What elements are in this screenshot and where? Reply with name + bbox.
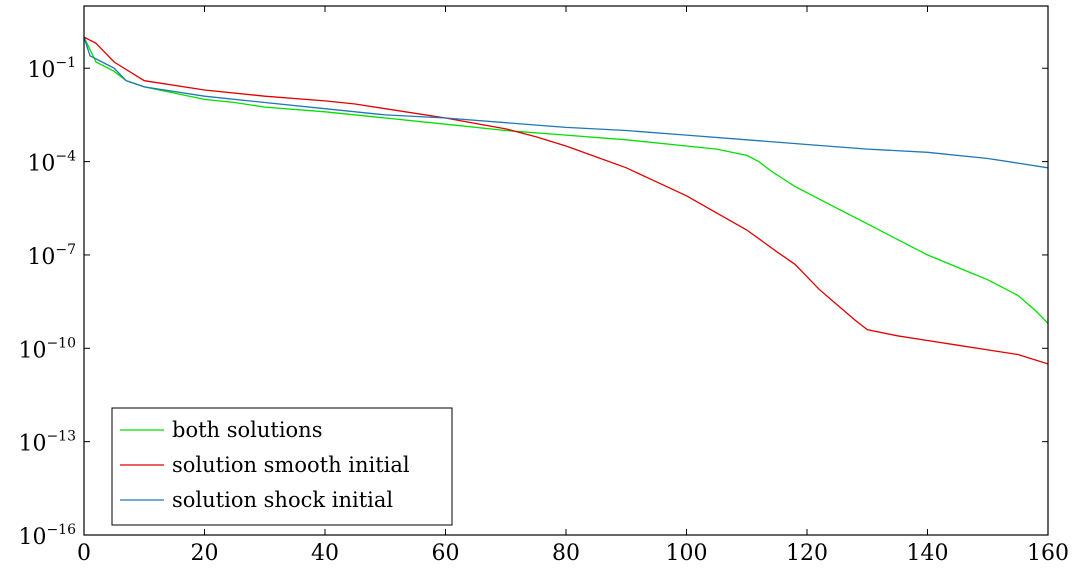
y-tick-label: 10−16 xyxy=(18,522,76,550)
series-line-2 xyxy=(84,36,1048,365)
legend-label: both solutions xyxy=(172,418,323,442)
legend-box xyxy=(111,407,453,526)
x-tick-label: 60 xyxy=(432,541,460,566)
x-tick-label: 160 xyxy=(1027,541,1069,566)
y-tick-label: 10−1 xyxy=(27,55,76,83)
y-tick-label: 10−7 xyxy=(27,242,76,270)
series-line-1 xyxy=(84,36,1048,324)
x-tick-label: 40 xyxy=(311,541,339,566)
x-tick-label: 140 xyxy=(907,541,949,566)
series-layer xyxy=(84,36,1048,365)
series-line-3 xyxy=(84,36,1048,169)
y-tick-label: 10−4 xyxy=(27,149,76,177)
legend-label: solution smooth initial xyxy=(172,453,410,477)
y-tick-label: 10−13 xyxy=(18,429,76,457)
x-tick-label: 120 xyxy=(786,541,828,566)
x-tick-label: 80 xyxy=(552,541,580,566)
x-tick-label: 20 xyxy=(191,541,219,566)
legend: both solutions solution smooth initial sol… xyxy=(111,407,453,526)
x-tick-label: 100 xyxy=(666,541,708,566)
x-tick-label: 0 xyxy=(77,541,91,566)
legend-label: solution shock initial xyxy=(172,488,393,512)
ticks-layer: 0 20 40 60 80 100 120 140 160 10−1 10−4 10−7 10−10 10… xyxy=(18,6,1069,566)
y-tick-label: 10−10 xyxy=(18,335,76,363)
